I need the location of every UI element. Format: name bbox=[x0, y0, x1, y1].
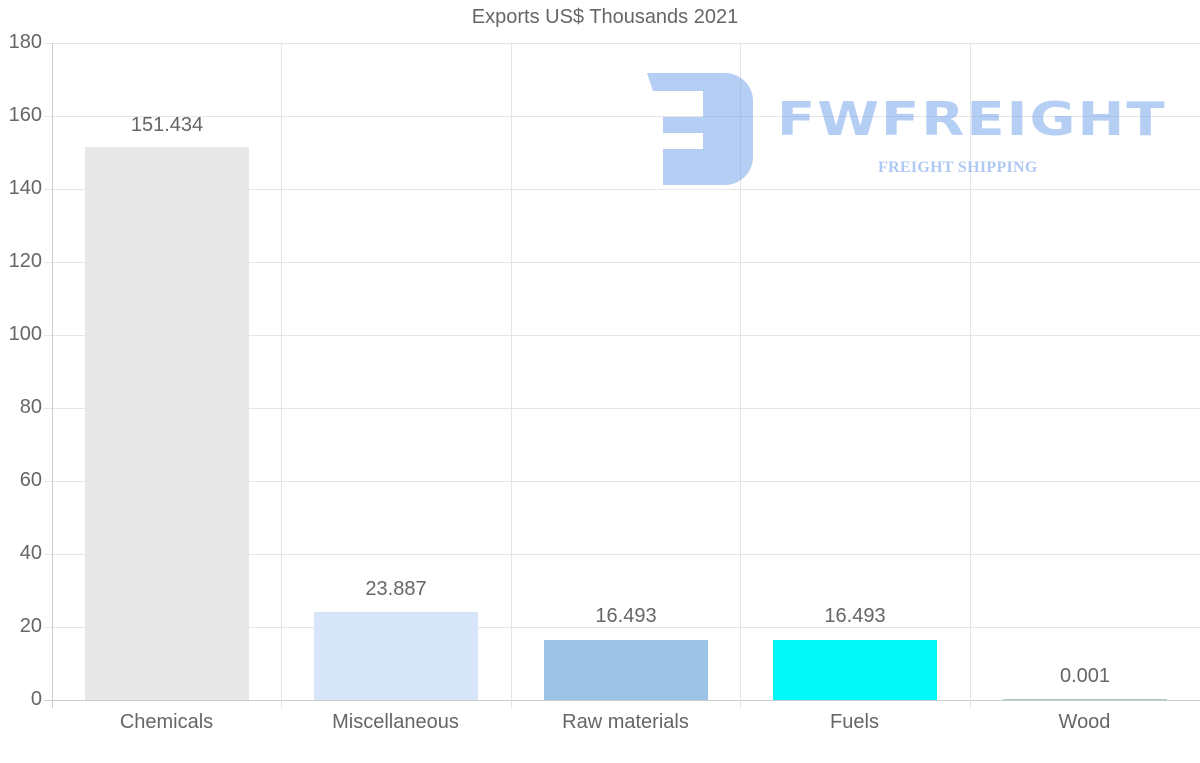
vgridline bbox=[740, 43, 741, 708]
y-axis-line bbox=[52, 43, 53, 708]
y-tick-label: 40 bbox=[19, 542, 42, 564]
gridline-60 bbox=[44, 481, 1200, 482]
bar-miscellaneous[interactable] bbox=[314, 612, 478, 700]
gridline-40 bbox=[44, 554, 1200, 555]
value-label-miscellaneous: 23.887 bbox=[365, 578, 427, 600]
x-label-miscellaneous: Miscellaneous bbox=[332, 711, 459, 733]
value-label-wood: 0.001 bbox=[1059, 665, 1111, 687]
gridline-100 bbox=[44, 335, 1200, 336]
y-tick-label: 120 bbox=[8, 250, 42, 272]
x-label-wood: Wood bbox=[1058, 711, 1111, 733]
bar-raw-materials[interactable] bbox=[544, 640, 708, 700]
vgridline bbox=[511, 43, 512, 708]
gridline-20 bbox=[44, 627, 1200, 628]
x-label-fuels: Fuels bbox=[830, 711, 879, 733]
value-label-fuels: 16.493 bbox=[824, 605, 886, 627]
gridline-120 bbox=[44, 262, 1200, 263]
y-tick-label: 0 bbox=[30, 688, 42, 710]
value-label-chemicals: 151.434 bbox=[130, 114, 204, 136]
y-tick-label: 100 bbox=[8, 323, 42, 345]
value-label-raw-materials: 16.493 bbox=[595, 605, 657, 627]
vgridline bbox=[281, 43, 282, 708]
y-tick-label: 80 bbox=[19, 396, 42, 418]
y-tick-label: 140 bbox=[8, 177, 42, 199]
vgridline bbox=[970, 43, 971, 708]
chart-title: Exports US$ Thousands 2021 bbox=[471, 6, 739, 28]
y-tick-label: 60 bbox=[19, 469, 42, 491]
x-label-chemicals: Chemicals bbox=[119, 711, 214, 733]
y-tick-label: 180 bbox=[8, 31, 42, 53]
x-label-raw-materials: Raw materials bbox=[562, 711, 689, 733]
bar-chemicals[interactable] bbox=[85, 147, 249, 700]
y-tick-label: 160 bbox=[8, 104, 42, 126]
plot-area: 151.434 23.887 16.493 16.493 0.001 bbox=[44, 43, 1200, 708]
bar-wood[interactable] bbox=[1003, 699, 1167, 700]
gridline-180 bbox=[44, 43, 1200, 44]
gridline-140 bbox=[44, 189, 1200, 190]
bar-fuels[interactable] bbox=[773, 640, 937, 700]
y-tick-label: 20 bbox=[19, 615, 42, 637]
gridline-80 bbox=[44, 408, 1200, 409]
x-axis-line bbox=[44, 700, 1200, 701]
gridline-160 bbox=[44, 116, 1200, 117]
